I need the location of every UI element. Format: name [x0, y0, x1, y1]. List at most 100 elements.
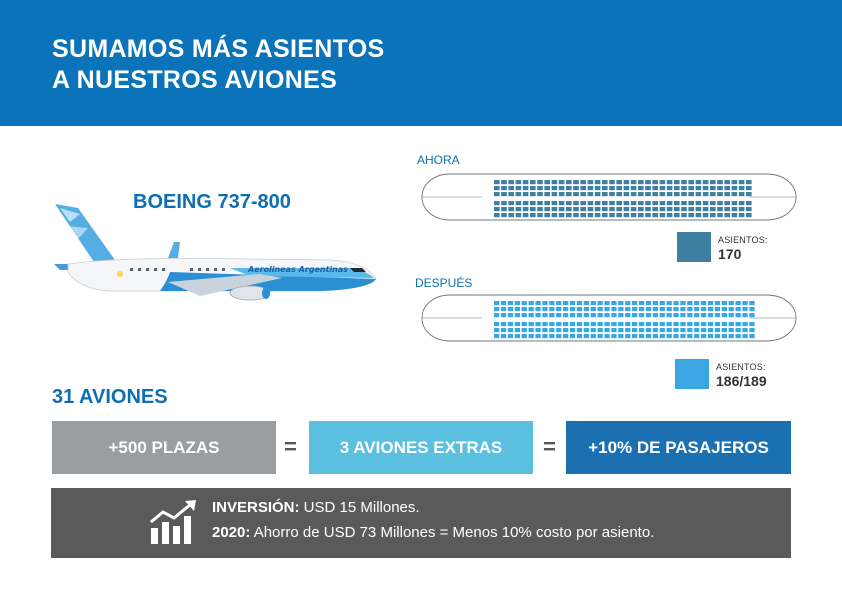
seat — [618, 328, 624, 333]
seat — [694, 307, 700, 312]
seat — [616, 192, 622, 197]
seat — [680, 313, 686, 318]
seat — [717, 201, 723, 206]
seat — [583, 334, 589, 339]
seat — [494, 186, 500, 191]
savings-value: Ahorro de USD 73 Millones = Menos 10% co… — [250, 524, 655, 541]
seat — [625, 313, 631, 318]
seat — [576, 334, 583, 339]
seat — [735, 334, 741, 339]
seat — [721, 307, 727, 312]
seat — [630, 192, 637, 197]
seat-count-after: 186/189 — [716, 373, 767, 389]
seat — [566, 201, 572, 206]
seat — [702, 207, 709, 212]
seat — [702, 192, 709, 197]
seat — [717, 207, 723, 212]
seat — [695, 192, 702, 197]
seat — [544, 201, 550, 206]
seat — [563, 328, 569, 333]
seat — [738, 201, 745, 206]
seat — [587, 192, 594, 197]
seat — [542, 313, 548, 318]
seat — [587, 201, 594, 206]
seat — [695, 201, 702, 206]
seat — [530, 180, 536, 185]
seat — [738, 213, 745, 218]
seat — [681, 213, 687, 218]
seat — [537, 207, 543, 212]
seat — [611, 322, 617, 327]
seat — [494, 207, 500, 212]
seat — [522, 207, 529, 212]
seat — [528, 307, 534, 312]
extra-seats-box: +500 PLAZAS — [52, 421, 276, 474]
seat — [638, 186, 644, 191]
seat — [638, 313, 645, 318]
seat — [695, 186, 702, 191]
seat — [645, 307, 652, 312]
seat — [544, 180, 550, 185]
seat — [638, 328, 645, 333]
seat — [742, 313, 748, 318]
seat — [738, 186, 745, 191]
seat — [558, 201, 565, 206]
seat — [749, 301, 755, 306]
seat — [609, 180, 615, 185]
seat — [666, 313, 672, 318]
seat — [645, 213, 651, 218]
seat — [659, 328, 665, 333]
seat-caption-after: ASIENTOS: — [716, 362, 766, 372]
seat — [602, 186, 608, 191]
seat — [652, 192, 658, 197]
seat — [494, 322, 500, 327]
seat — [724, 192, 730, 197]
seat — [666, 301, 672, 306]
seat — [616, 201, 622, 206]
header-banner: SUMAMOS MÁS ASIENTOS A NUESTROS AVIONES — [0, 0, 842, 126]
seat — [623, 192, 630, 197]
seat — [680, 322, 686, 327]
seat — [638, 322, 645, 327]
seat — [587, 207, 594, 212]
seat — [666, 180, 673, 185]
seat — [609, 207, 615, 212]
seat — [507, 328, 514, 333]
seat — [638, 180, 644, 185]
seat — [594, 207, 601, 212]
seat — [558, 213, 565, 218]
seat — [625, 322, 631, 327]
seat — [609, 201, 615, 206]
seat — [604, 313, 610, 318]
seat — [681, 192, 687, 197]
savings-line: 2020: Ahorro de USD 73 Millones = Menos … — [212, 524, 654, 541]
seatmap-before — [421, 173, 797, 221]
seat — [580, 207, 586, 212]
seat — [728, 322, 734, 327]
seat — [735, 307, 741, 312]
seat — [659, 213, 666, 218]
seat — [494, 213, 500, 218]
seat — [508, 186, 514, 191]
seat — [710, 207, 716, 212]
seat — [695, 207, 702, 212]
seat — [618, 307, 624, 312]
seat — [597, 313, 603, 318]
equals-sign: = — [543, 434, 556, 459]
seat — [714, 322, 721, 327]
seat — [638, 213, 644, 218]
seat — [728, 307, 734, 312]
seat — [717, 192, 723, 197]
seat — [576, 301, 583, 306]
seat — [731, 180, 738, 185]
seat — [535, 328, 541, 333]
seat — [746, 201, 752, 206]
investment-value: USD 15 Millones. — [299, 499, 420, 516]
seat — [522, 213, 529, 218]
seat — [569, 334, 576, 339]
seat — [652, 334, 658, 339]
investment-label: INVERSIÓN: — [212, 499, 300, 516]
seat — [604, 328, 610, 333]
seat — [707, 307, 714, 312]
seat — [618, 301, 624, 306]
